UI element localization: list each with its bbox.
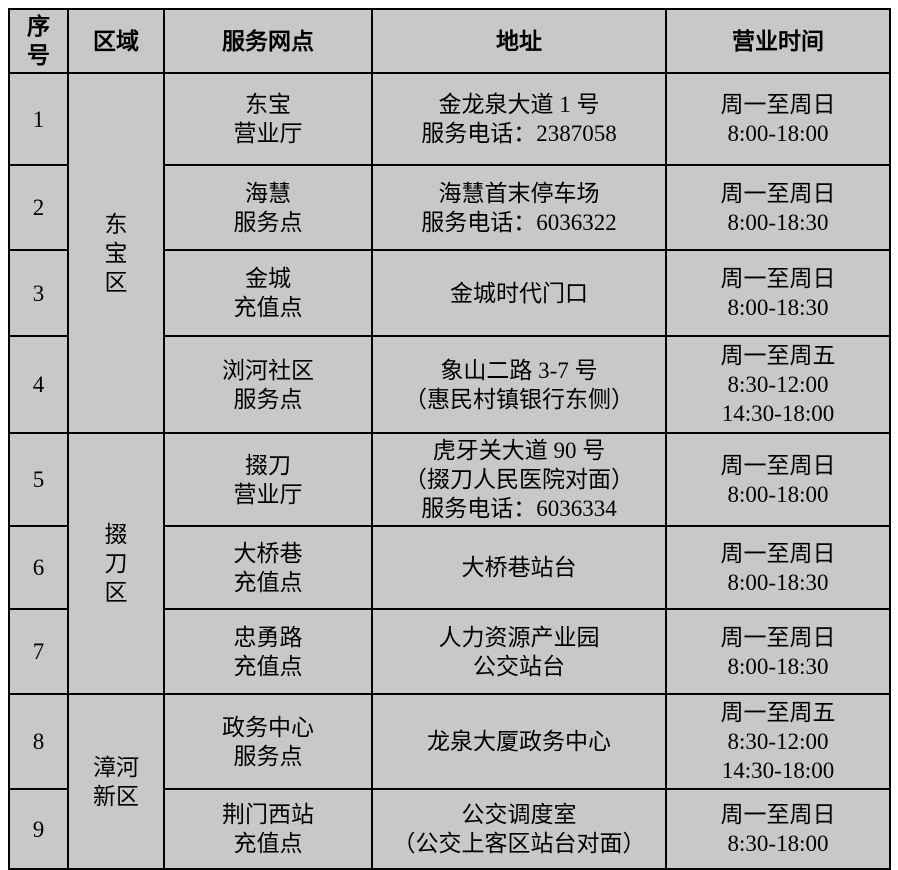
hours-cell: 周一至周日 8:00-18:00 — [665, 432, 891, 527]
table-row: 9 荆门西站 充值点 公交调度室 （公交上客区站台对面） 周一至周日 8:30-… — [8, 788, 891, 870]
column-header-region: 区域 — [67, 8, 165, 74]
address-cell: 象山二路 3-7 号 （惠民村镇银行东侧） — [371, 335, 667, 434]
table-row: 4 浏河社区 服务点 象山二路 3-7 号 （惠民村镇银行东侧） 周一至周五 8… — [8, 335, 891, 434]
address-cell: 海慧首末停车场 服务电话：6036322 — [371, 164, 667, 251]
row-number-cell: 7 — [8, 608, 69, 695]
hours-cell: 周一至周五 8:30-12:00 14:30-18:00 — [665, 693, 891, 790]
region-cell-duodao: 掇 刀 区 — [67, 432, 165, 695]
address-cell: 人力资源产业园 公交站台 — [371, 608, 667, 695]
address-cell: 金城时代门口 — [371, 249, 667, 337]
table-row: 3 金城 充值点 金城时代门口 周一至周日 8:00-18:30 — [8, 249, 891, 337]
network-cell: 政务中心 服务点 — [163, 693, 373, 790]
row-number-cell: 8 — [8, 693, 69, 790]
address-cell: 公交调度室 （公交上客区站台对面） — [371, 788, 667, 870]
service-network-table: 序 号 区域 服务网点 地址 营业时间 1 东 宝 区 东宝 营业厅 金龙泉大道… — [8, 8, 891, 870]
table-row: 8 漳河 新区 政务中心 服务点 龙泉大厦政务中心 周一至周五 8:30-12:… — [8, 693, 891, 870]
hours-cell: 周一至周五 8:30-12:00 14:30-18:00 — [665, 335, 891, 434]
header-row: 序 号 区域 服务网点 地址 营业时间 — [8, 8, 891, 74]
address-cell: 金龙泉大道 1 号 服务电话：2387058 — [371, 72, 667, 166]
row-number-cell: 6 — [8, 525, 69, 610]
network-cell: 海慧 服务点 — [163, 164, 373, 251]
row-number-cell: 2 — [8, 164, 69, 251]
hours-cell: 周一至周日 8:00-18:30 — [665, 164, 891, 251]
column-header-no: 序 号 — [8, 8, 69, 74]
network-cell: 忠勇路 充值点 — [163, 608, 373, 695]
row-number-cell: 1 — [8, 72, 69, 166]
row-number-cell: 9 — [8, 788, 69, 870]
address-cell: 大桥巷站台 — [371, 525, 667, 610]
network-cell: 荆门西站 充值点 — [163, 788, 373, 870]
network-cell: 金城 充值点 — [163, 249, 373, 337]
hours-cell: 周一至周日 8:00-18:30 — [665, 525, 891, 610]
column-header-hours: 营业时间 — [665, 8, 891, 74]
region-cell-zhanghe: 漳河 新区 — [67, 693, 165, 870]
address-cell: 虎牙关大道 90 号 （掇刀人民医院对面） 服务电话：6036334 — [371, 432, 667, 527]
row-number-cell: 5 — [8, 432, 69, 527]
network-cell: 浏河社区 服务点 — [163, 335, 373, 434]
address-cell: 龙泉大厦政务中心 — [371, 693, 667, 790]
table-row: 7 忠勇路 充值点 人力资源产业园 公交站台 周一至周日 8:00-18:30 — [8, 608, 891, 695]
row-number-cell: 3 — [8, 249, 69, 337]
table-row: 2 海慧 服务点 海慧首末停车场 服务电话：6036322 周一至周日 8:00… — [8, 164, 891, 251]
row-number-cell: 4 — [8, 335, 69, 434]
network-cell: 东宝 营业厅 — [163, 72, 373, 166]
hours-cell: 周一至周日 8:00-18:30 — [665, 608, 891, 695]
table-row: 6 大桥巷 充值点 大桥巷站台 周一至周日 8:00-18:30 — [8, 525, 891, 610]
hours-cell: 周一至周日 8:00-18:00 — [665, 72, 891, 166]
hours-cell: 周一至周日 8:00-18:30 — [665, 249, 891, 337]
network-cell: 掇刀 营业厅 — [163, 432, 373, 527]
table-row: 1 东 宝 区 东宝 营业厅 金龙泉大道 1 号 服务电话：2387058 周一… — [8, 72, 891, 434]
table-row: 5 掇 刀 区 掇刀 营业厅 虎牙关大道 90 号 （掇刀人民医院对面） 服务电… — [8, 432, 891, 695]
network-cell: 大桥巷 充值点 — [163, 525, 373, 610]
column-header-address: 地址 — [371, 8, 667, 74]
hours-cell: 周一至周日 8:30-18:00 — [665, 788, 891, 870]
column-header-network: 服务网点 — [163, 8, 373, 74]
region-cell-dongbao: 东 宝 区 — [67, 72, 165, 434]
